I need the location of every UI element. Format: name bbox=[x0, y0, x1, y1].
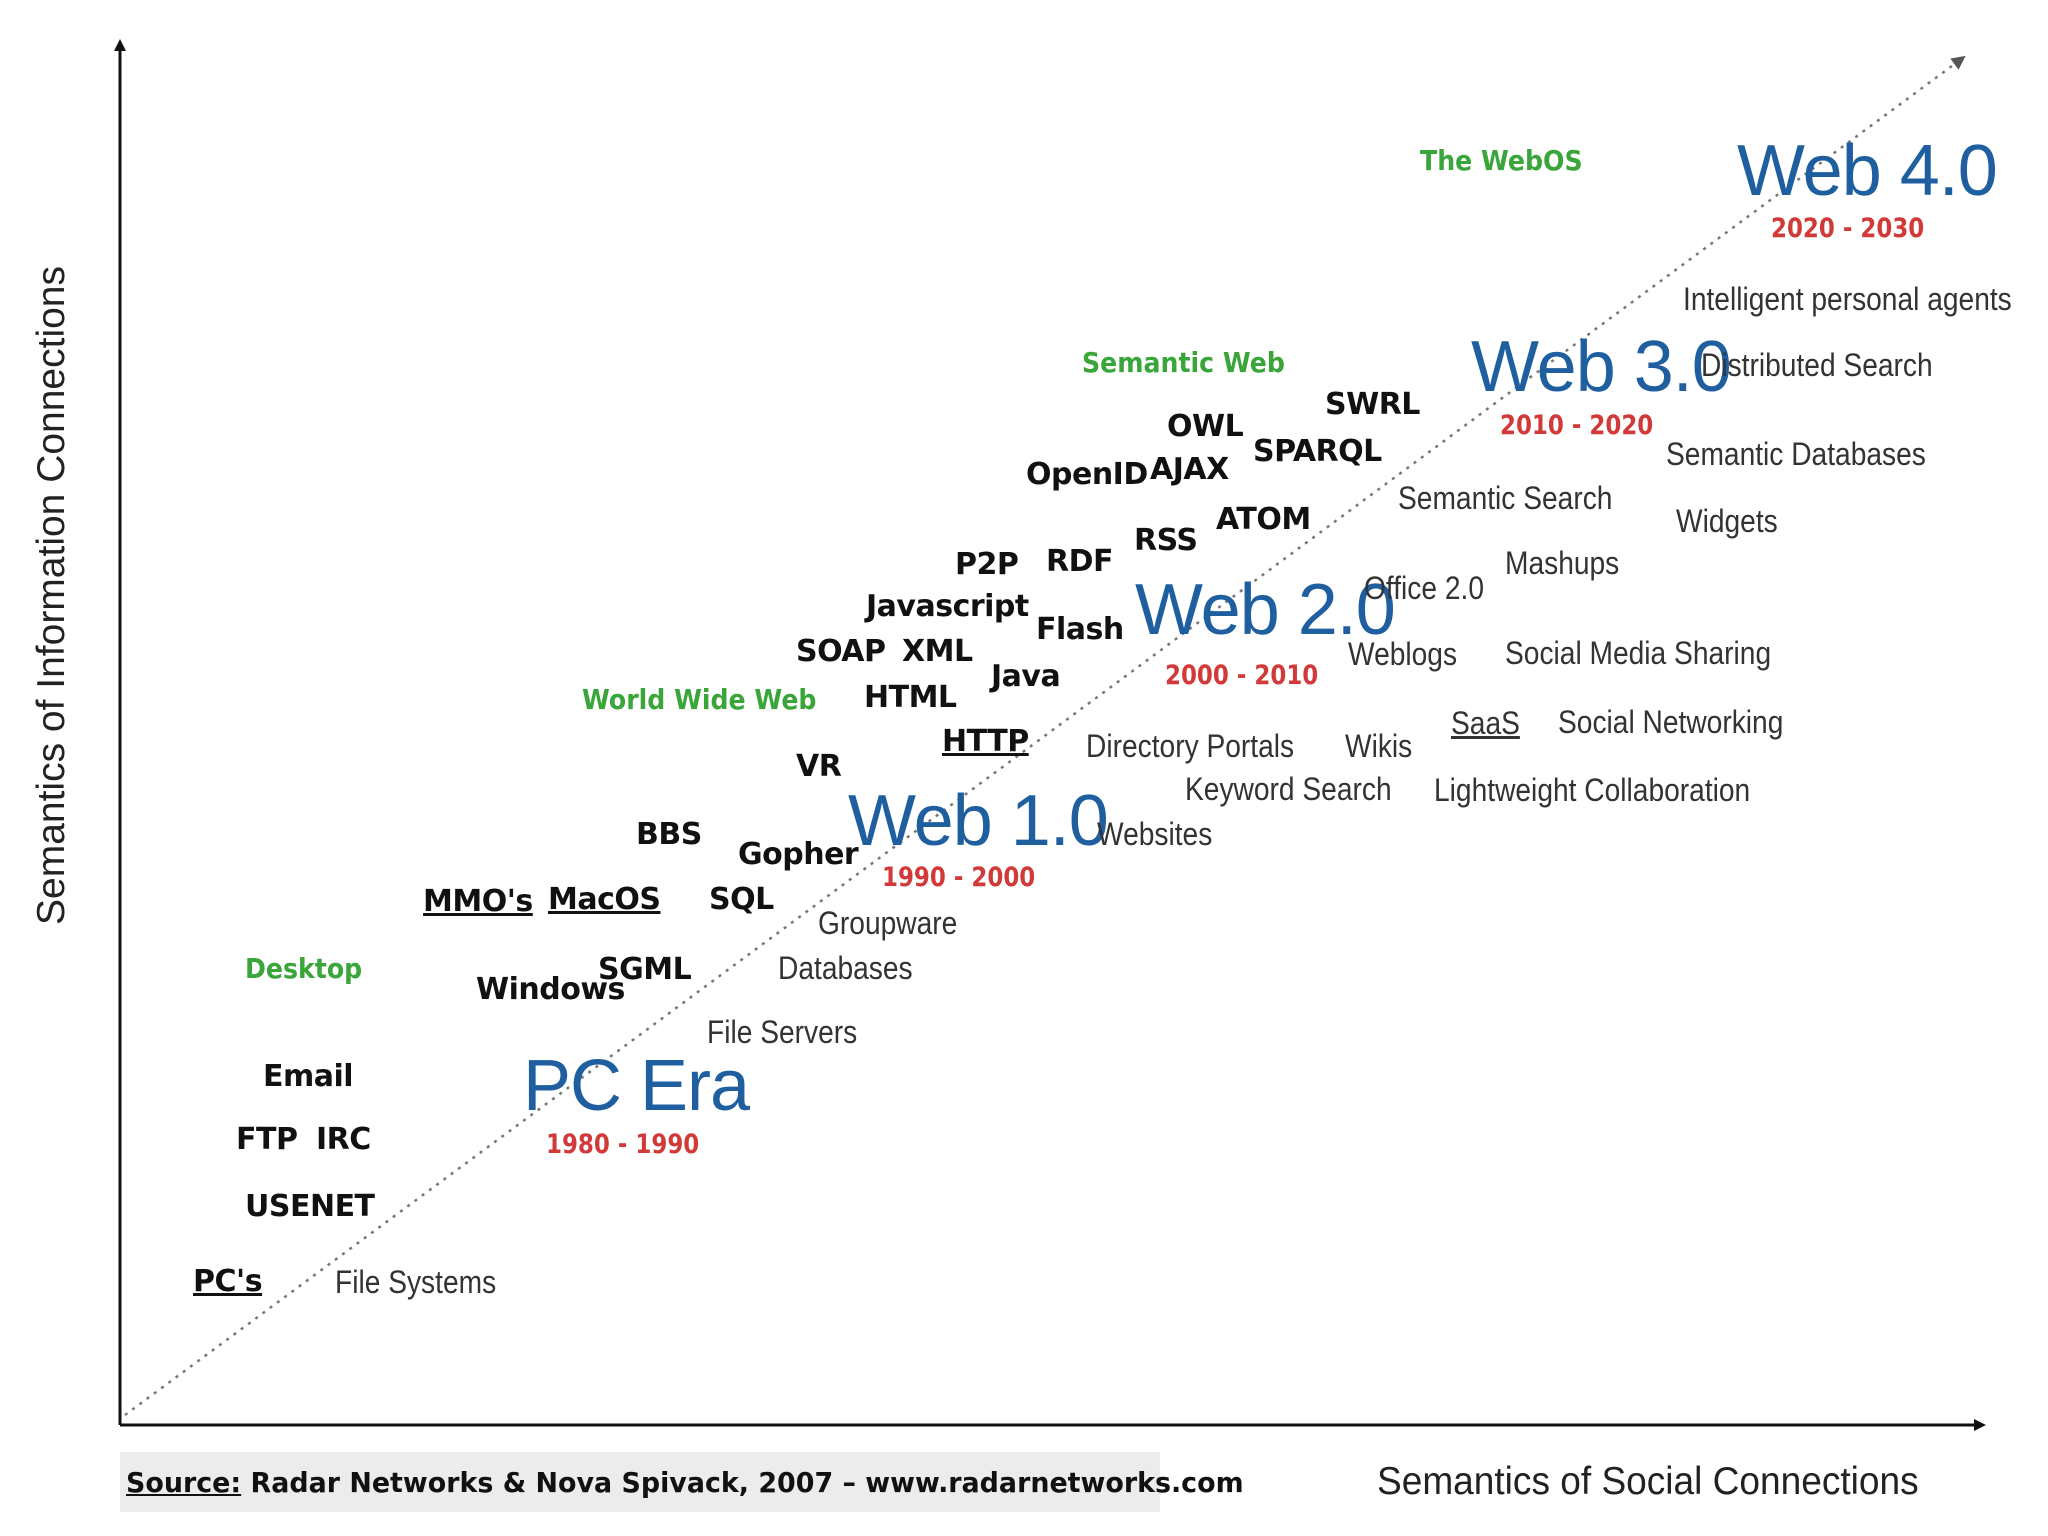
tech-swrl: SWRL bbox=[1325, 387, 1420, 422]
tech-xml: XML bbox=[902, 634, 973, 669]
app-office20: Office 2.0 bbox=[1364, 570, 1485, 606]
tech-ajax: AJAX bbox=[1150, 452, 1229, 487]
tech-atom: ATOM bbox=[1216, 502, 1311, 537]
tech-vr: VR bbox=[796, 749, 842, 784]
app-lightweight-collaboration: Lightweight Collaboration bbox=[1434, 772, 1751, 808]
app-semantic-databases: Semantic Databases bbox=[1666, 436, 1926, 472]
trend-line bbox=[124, 55, 1966, 1417]
tech-sparql: SPARQL bbox=[1253, 434, 1382, 469]
era-web4-title: Web 4.0 bbox=[1737, 131, 1998, 211]
x-axis-title: Semantics of Social Connections bbox=[1377, 1460, 1919, 1503]
category-www: World Wide Web bbox=[582, 683, 817, 716]
app-keyword-search: Keyword Search bbox=[1185, 771, 1392, 807]
era-pc-title: PC Era bbox=[523, 1046, 750, 1126]
tech-soap: SOAP bbox=[796, 634, 886, 669]
tech-openid: OpenID bbox=[1026, 457, 1148, 492]
era-web3-years: 2010 - 2020 bbox=[1500, 410, 1654, 441]
y-axis-title: Semantics of Information Connections bbox=[30, 265, 73, 925]
app-databases: Databases bbox=[778, 950, 913, 986]
era-web2-title: Web 2.0 bbox=[1135, 570, 1396, 650]
tech-irc: IRC bbox=[316, 1122, 371, 1157]
era-web4-years: 2020 - 2030 bbox=[1771, 213, 1925, 244]
tech-pcs: PC's bbox=[193, 1264, 263, 1299]
tech-javascript: Javascript bbox=[866, 589, 1029, 624]
category-semantic-web: Semantic Web bbox=[1082, 346, 1285, 379]
tech-usenet: USENET bbox=[245, 1189, 375, 1224]
tech-bbs: BBS bbox=[636, 817, 702, 852]
source-credit: Source: Radar Networks & Nova Spivack, 2… bbox=[120, 1452, 1244, 1512]
tech-p2p: P2P bbox=[955, 547, 1019, 582]
app-websites: Websites bbox=[1097, 816, 1213, 852]
tech-html: HTML bbox=[864, 680, 957, 715]
era-web2-years: 2000 - 2010 bbox=[1165, 660, 1319, 691]
tech-rss: RSS bbox=[1134, 523, 1198, 558]
era-pc-years: 1980 - 1990 bbox=[546, 1129, 700, 1160]
app-distributed-search: Distributed Search bbox=[1701, 347, 1933, 383]
category-desktop: Desktop bbox=[245, 952, 363, 985]
app-semantic-search: Semantic Search bbox=[1398, 480, 1613, 516]
tech-windows: Windows bbox=[476, 972, 625, 1007]
tech-rdf: RDF bbox=[1046, 544, 1114, 579]
app-file-systems: File Systems bbox=[335, 1264, 497, 1300]
source-prefix: Source: bbox=[126, 1466, 242, 1499]
app-file-servers: File Servers bbox=[707, 1014, 858, 1050]
app-mashups: Mashups bbox=[1505, 545, 1620, 581]
app-saas: SaaS bbox=[1451, 705, 1520, 741]
app-social-media-sharing: Social Media Sharing bbox=[1505, 635, 1772, 671]
tech-email: Email bbox=[263, 1059, 354, 1094]
app-widgets: Widgets bbox=[1676, 503, 1778, 539]
tech-sql: SQL bbox=[709, 882, 774, 917]
app-groupware: Groupware bbox=[818, 905, 958, 941]
tech-ftp: FTP bbox=[236, 1122, 298, 1157]
category-webos: The WebOS bbox=[1420, 144, 1583, 177]
tech-gopher: Gopher bbox=[738, 837, 859, 872]
tech-flash: Flash bbox=[1036, 612, 1124, 647]
app-weblogs: Weblogs bbox=[1348, 636, 1458, 672]
tech-macos: MacOS bbox=[548, 882, 661, 917]
era-web3-title: Web 3.0 bbox=[1471, 327, 1732, 407]
app-directory-portals: Directory Portals bbox=[1086, 728, 1295, 764]
era-web1-years: 1990 - 2000 bbox=[882, 862, 1036, 893]
app-wikis: Wikis bbox=[1345, 728, 1413, 764]
app-intelligent-agents: Intelligent personal agents bbox=[1683, 281, 2012, 317]
tech-mmos: MMO's bbox=[423, 884, 533, 919]
tech-java: Java bbox=[991, 659, 1061, 694]
tech-owl: OWL bbox=[1167, 409, 1244, 444]
app-social-networking: Social Networking bbox=[1558, 704, 1784, 740]
tech-http: HTTP bbox=[942, 724, 1029, 759]
era-web1-title: Web 1.0 bbox=[848, 781, 1109, 861]
source-text: Radar Networks & Nova Spivack, 2007 – ww… bbox=[241, 1466, 1244, 1499]
tech-sgml: SGML bbox=[598, 952, 692, 987]
